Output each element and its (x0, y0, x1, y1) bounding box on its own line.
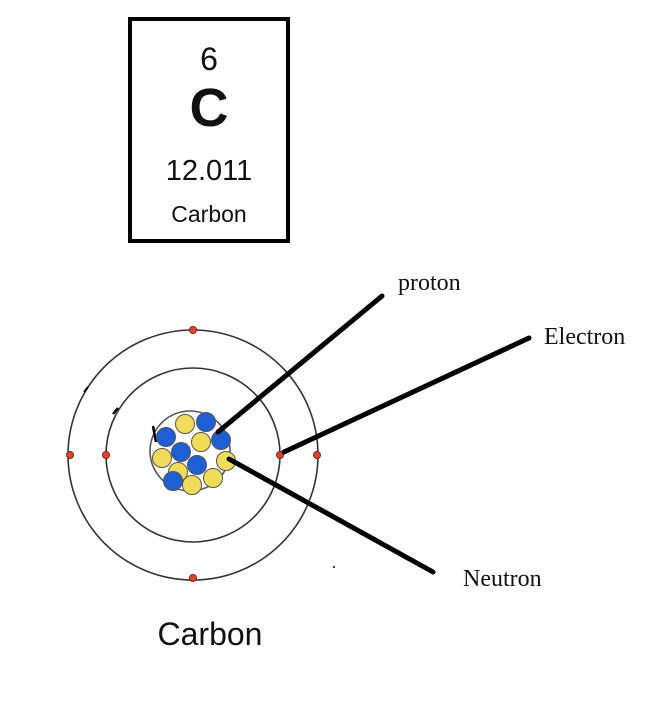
shell-dot-mark (333, 566, 335, 568)
neutron-particle (182, 475, 202, 495)
proton-particle (187, 455, 207, 475)
atomic-mass: 12.011 (165, 155, 253, 187)
electron-dot (188, 325, 197, 334)
shell-tick-mark (112, 407, 119, 415)
atomic-number: 6 (200, 41, 218, 77)
element-name: Carbon (171, 201, 247, 227)
proton-particle (163, 471, 183, 491)
neutron-label: Neutron (463, 566, 542, 592)
electron-dot (188, 574, 197, 583)
electron-label: Electron (544, 324, 625, 350)
proton-label: proton (398, 270, 461, 296)
neutron-particle (152, 448, 172, 468)
shell-tick-mark (83, 386, 89, 393)
proton-particle (171, 442, 191, 462)
neutron-leader-line (226, 456, 436, 575)
proton-particle (211, 430, 231, 450)
electron-dot (312, 450, 321, 459)
nucleus (152, 412, 236, 495)
element-symbol: C (189, 78, 229, 138)
electron-dot (275, 450, 284, 459)
electron-leader-line (281, 335, 532, 455)
proton-particle (156, 427, 176, 447)
neutron-particle (191, 432, 211, 452)
proton-particle (196, 412, 216, 432)
neutron-particle (175, 414, 195, 434)
electron-dot (66, 450, 75, 459)
electrons (66, 325, 321, 583)
neutron-particle (203, 468, 223, 488)
electron-dot (102, 450, 111, 459)
periodic-table-tile: 6 C 12.011 Carbon (128, 17, 290, 243)
shell-tick-mark (151, 425, 158, 443)
atom-caption: Carbon (158, 616, 263, 652)
proton-leader-line (215, 293, 385, 435)
